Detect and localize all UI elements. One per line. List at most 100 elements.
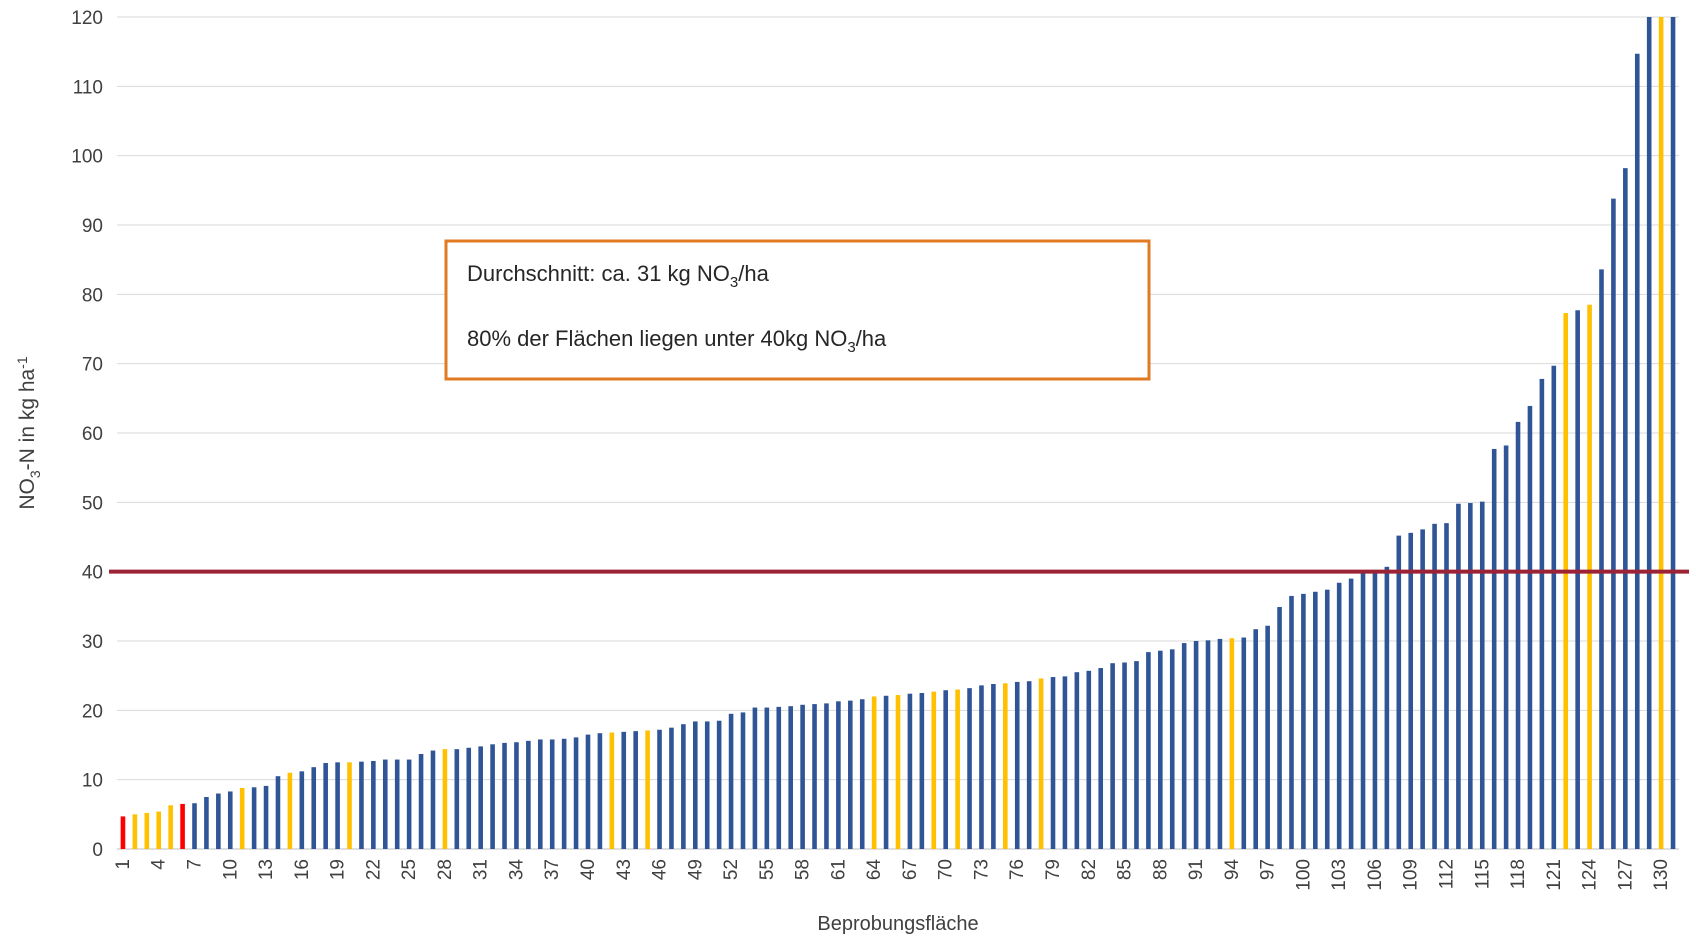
bar: [239, 787, 245, 849]
bar: [549, 739, 555, 849]
x-tick-label: 61: [828, 859, 849, 880]
bar: [1408, 532, 1414, 849]
bar: [299, 771, 305, 849]
x-tick-label: 22: [363, 859, 384, 880]
bar: [442, 749, 448, 849]
x-tick-label: 52: [721, 859, 742, 880]
bar: [275, 776, 281, 849]
bar: [1241, 637, 1247, 849]
annotation: Durchschnitt: ca. 31 kg NO3/ha: [467, 261, 770, 291]
y-tick-label: 80: [82, 285, 103, 306]
y-axis-title-part: NO: [16, 478, 39, 510]
bar: [490, 744, 495, 849]
bar: [621, 731, 627, 849]
y-tick-label: 20: [82, 701, 103, 722]
bar: [883, 695, 889, 849]
x-tick-label: 127: [1615, 859, 1636, 891]
y-tick-label: 30: [82, 632, 103, 653]
bar: [1563, 313, 1569, 849]
bar: [740, 712, 746, 849]
bar: [1491, 448, 1497, 849]
x-tick-label: 67: [900, 859, 921, 880]
bar: [704, 721, 710, 849]
bar: [871, 696, 877, 849]
bar: [1122, 662, 1127, 849]
x-tick-label: 13: [256, 859, 277, 880]
x-tick-label: 97: [1258, 859, 1279, 880]
x-tick-label: 118: [1508, 859, 1529, 889]
bar: [967, 688, 972, 849]
y-tick-label: 0: [92, 840, 103, 861]
bar: [1456, 503, 1461, 849]
x-tick-label: 28: [435, 859, 456, 880]
bar: [251, 787, 257, 849]
bar: [1587, 304, 1592, 849]
x-tick-label: 112: [1436, 859, 1457, 889]
bar: [156, 811, 162, 849]
x-tick-label: 130: [1651, 859, 1672, 891]
bar: [561, 738, 567, 849]
bar: [1551, 365, 1557, 849]
bar: [955, 689, 960, 849]
bar: [1229, 638, 1235, 849]
bar: [335, 762, 340, 849]
bar: [1599, 269, 1604, 850]
bar: [681, 724, 686, 849]
bar: [728, 713, 734, 849]
x-tick-label: 1: [113, 859, 134, 870]
y-axis-title-part: -N in kg ha: [16, 368, 39, 470]
bar: [585, 734, 591, 849]
bar: [1086, 670, 1092, 849]
bar: [1253, 629, 1259, 849]
bar: [907, 693, 913, 849]
x-tick-label: 7: [185, 859, 206, 870]
annotation-part: /ha: [738, 261, 769, 286]
bar: [526, 740, 531, 849]
bar: [1026, 681, 1032, 849]
bar: [609, 732, 615, 849]
x-tick-label: 4: [149, 859, 170, 870]
bar: [168, 805, 173, 849]
bar: [1468, 503, 1473, 849]
annotation: 80% der Flächen liegen unter 40kg NO3/ha: [467, 326, 887, 356]
bar: [204, 797, 209, 849]
bar: [1205, 640, 1211, 849]
x-tick-label: 124: [1580, 859, 1601, 891]
x-tick-label: 94: [1222, 859, 1243, 881]
bar: [1134, 661, 1139, 849]
bar: [287, 772, 293, 849]
bar: [132, 814, 138, 849]
bar: [812, 704, 817, 849]
x-tick-label: 100: [1293, 859, 1314, 891]
bar: [859, 699, 865, 849]
bar: [347, 762, 352, 849]
bar: [1265, 625, 1270, 849]
x-tick-label: 85: [1115, 859, 1136, 880]
bar: [991, 683, 996, 849]
annotation-part: 3: [730, 274, 738, 291]
bar: [1646, 17, 1652, 849]
x-tick-label: 88: [1150, 859, 1171, 880]
x-tick-label: 16: [292, 859, 313, 880]
bar: [1348, 578, 1354, 849]
y-tick-label: 60: [82, 424, 103, 445]
bar: [514, 742, 519, 849]
bar: [1277, 607, 1282, 849]
bar: [1420, 529, 1425, 849]
bar: [776, 706, 782, 849]
bar: [1360, 571, 1366, 849]
bar: [1670, 17, 1676, 849]
bar: [1038, 678, 1044, 849]
y-tick-label: 110: [73, 77, 103, 98]
y-tick-label: 70: [82, 355, 103, 376]
bar: [311, 767, 317, 849]
bar: [454, 749, 460, 849]
bar: [1527, 405, 1533, 849]
bar: [824, 703, 829, 849]
x-axis-title: Beprobungsfläche: [817, 913, 978, 935]
bar: [1062, 676, 1068, 849]
x-tick-label: 10: [220, 859, 241, 880]
bar: [788, 706, 793, 849]
